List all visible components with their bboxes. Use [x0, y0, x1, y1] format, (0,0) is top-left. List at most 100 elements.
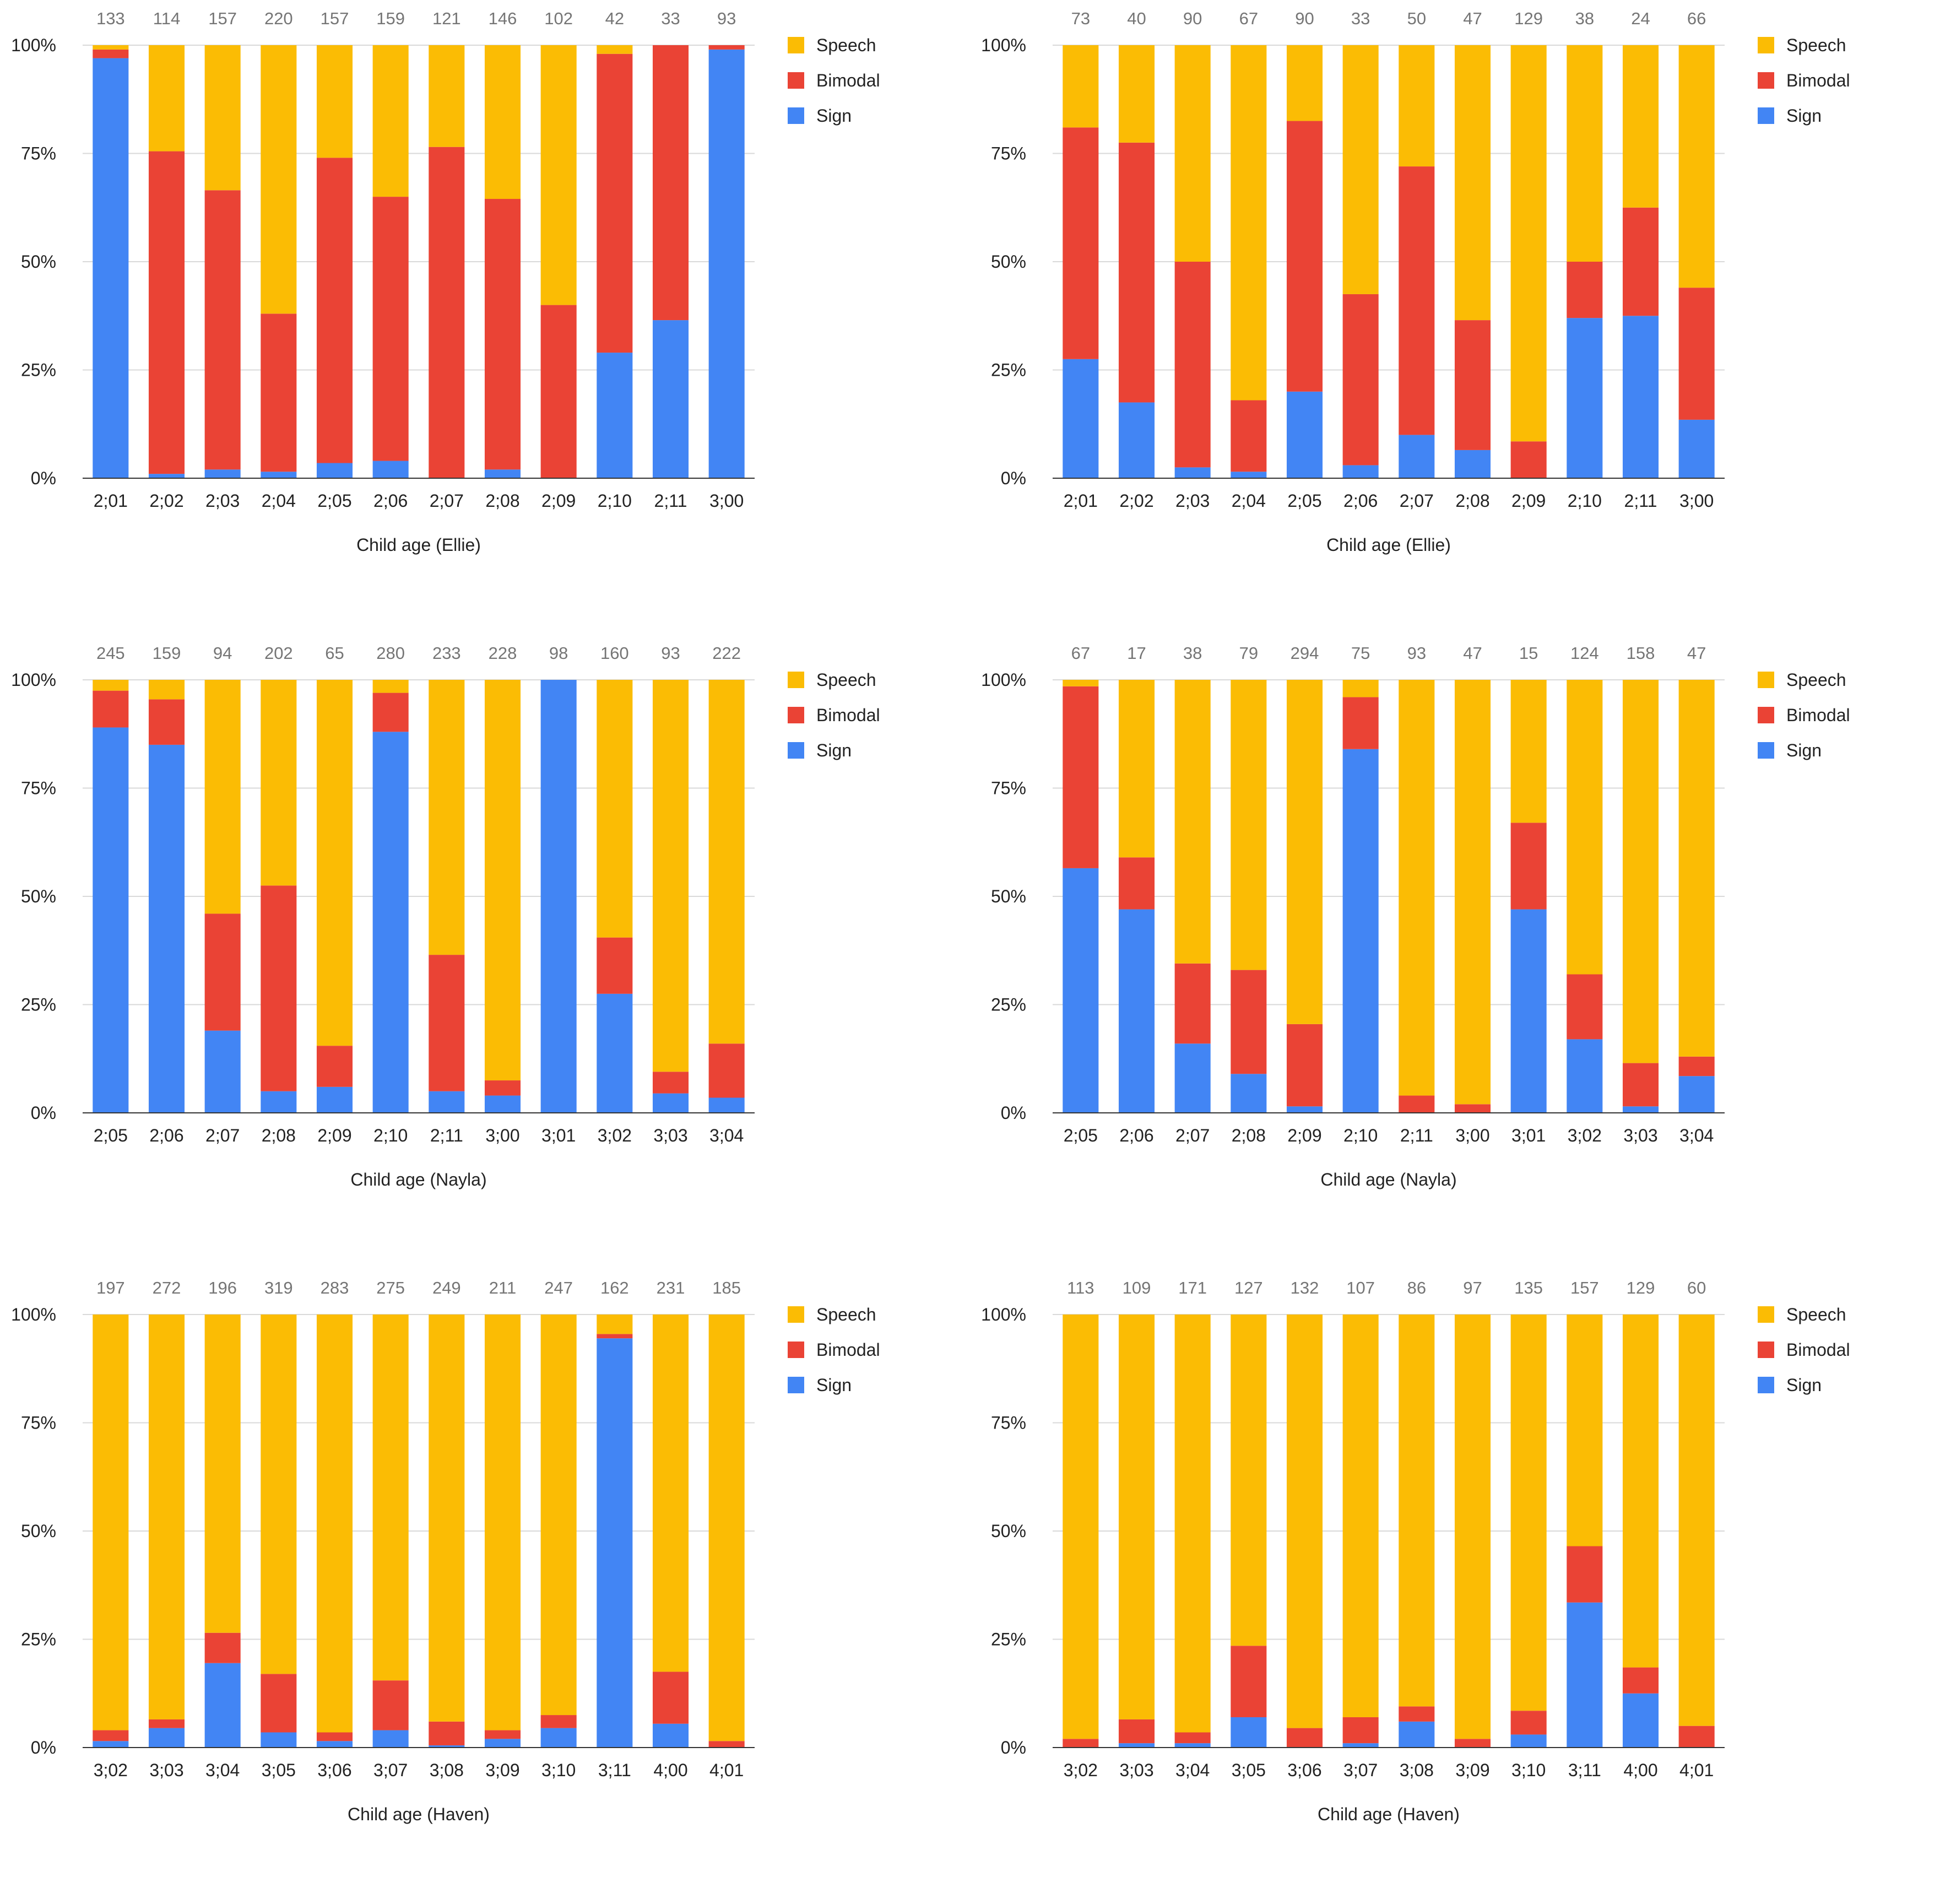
legend-label-sign: Sign: [1786, 740, 1822, 760]
bar-segment-bimodal: [1231, 1646, 1267, 1717]
bar-count-label: 93: [717, 9, 736, 28]
chart-svg: 0% 25% 50% 75% 100% 197 3;02 272 3;03 196 3;04 319 3…: [11, 1278, 880, 1824]
bar-segment-sign: [597, 993, 633, 1113]
x-tick-label: 3;02: [598, 1126, 632, 1145]
bar-count-label: 197: [96, 1278, 125, 1297]
bar-segment-sign: [429, 1091, 465, 1113]
bar-count-label: 157: [208, 9, 237, 28]
bar-count-label: 249: [432, 1278, 461, 1297]
bar-count-label: 15: [1519, 643, 1538, 663]
x-tick-label: 2;06: [149, 1126, 183, 1145]
bar-segment-sign: [148, 744, 185, 1113]
bar-segment-sign: [148, 1728, 185, 1748]
bar-count-label: 79: [1239, 643, 1258, 663]
y-tick-label: 75%: [21, 1413, 56, 1433]
bar-segment-bimodal: [484, 1080, 521, 1096]
bar-segment-bimodal: [652, 45, 689, 321]
bar-segment-bimodal: [708, 1741, 745, 1748]
bar-count-label: 94: [213, 643, 232, 663]
x-tick-label: 3;05: [262, 1760, 296, 1780]
legend-label-sign: Sign: [1786, 106, 1822, 126]
bar-count-label: 98: [549, 643, 568, 663]
y-tick-label: 0%: [1001, 468, 1026, 488]
bar-segment-sign: [484, 1095, 521, 1113]
bar-segment-bimodal: [1454, 1104, 1491, 1113]
bar-segment-speech: [261, 680, 297, 886]
bar-segment-sign: [484, 1739, 521, 1748]
bar-count-label: 47: [1687, 643, 1706, 663]
bar-segment-bimodal: [1678, 1726, 1715, 1748]
bar-segment-sign: [1342, 465, 1379, 478]
y-tick-label: 100%: [11, 670, 56, 690]
bar-count-label: 66: [1687, 9, 1706, 28]
x-tick-label: 3;10: [1511, 1760, 1546, 1780]
bar-segment-bimodal: [1118, 857, 1155, 910]
bar-count-label: 228: [489, 643, 517, 663]
bar-segment-speech: [93, 680, 129, 691]
y-tick-label: 0%: [31, 1103, 56, 1123]
bar-segment-bimodal: [429, 1721, 465, 1746]
bar-segment-bimodal: [1567, 1546, 1603, 1603]
bar-count-label: 196: [208, 1278, 237, 1297]
bar-segment-bimodal: [1454, 320, 1491, 450]
x-tick-label: 3;03: [653, 1126, 687, 1145]
x-tick-label: 3;02: [1064, 1760, 1098, 1780]
bar-segment-bimodal: [1063, 686, 1099, 868]
x-tick-label: 2;02: [149, 491, 183, 511]
legend-swatch-bimodal: [1758, 1342, 1774, 1358]
y-tick-label: 25%: [21, 1630, 56, 1649]
bar-count-label: 171: [1178, 1278, 1207, 1297]
chart-panel-haven-left: 0% 25% 50% 75% 100% 197 3;02 272 3;03 196 3;04 319 3…: [0, 1269, 970, 1904]
bar-segment-bimodal: [1174, 963, 1211, 1044]
bar-segment-sign: [1118, 1743, 1155, 1748]
bar-segment-sign: [1174, 1043, 1211, 1113]
bar-segment-speech: [1399, 680, 1435, 1096]
bar-segment-sign: [1118, 909, 1155, 1113]
bar-segment-speech: [1231, 1315, 1267, 1646]
bar-segment-sign: [1567, 1602, 1603, 1748]
bar-segment-speech: [484, 45, 521, 199]
bar-segment-sign: [1510, 909, 1547, 1113]
bar-segment-speech: [1286, 1315, 1323, 1728]
y-tick-label: 100%: [11, 1305, 56, 1324]
bar-count-label: 220: [264, 9, 293, 28]
legend-swatch-bimodal: [1758, 72, 1774, 89]
bar-segment-sign: [1063, 868, 1099, 1113]
bar-segment-bimodal: [597, 53, 633, 353]
bar-segment-speech: [484, 1315, 521, 1730]
x-tick-label: 2;01: [94, 491, 128, 511]
bar-segment-sign: [204, 1663, 241, 1748]
bar-segment-bimodal: [1063, 1739, 1099, 1748]
x-tick-label: 2;09: [1287, 1126, 1321, 1145]
bar-segment-bimodal: [1342, 1717, 1379, 1744]
bar-count-label: 319: [264, 1278, 293, 1297]
legend-label-speech: Speech: [816, 670, 876, 690]
bar-count-label: 73: [1071, 9, 1090, 28]
y-tick-label: 50%: [991, 886, 1026, 906]
bar-segment-speech: [1174, 680, 1211, 964]
bar-segment-speech: [372, 45, 409, 197]
legend-swatch-speech: [788, 37, 804, 53]
bar-segment-speech: [597, 45, 633, 54]
bar-segment-speech: [429, 1315, 465, 1722]
bar-segment-bimodal: [204, 913, 241, 1031]
x-tick-label: 3;04: [709, 1126, 744, 1145]
bar-count-label: 231: [657, 1278, 685, 1297]
bar-segment-sign: [1118, 402, 1155, 478]
bar-segment-bimodal: [1286, 121, 1323, 392]
bar-segment-speech: [1118, 680, 1155, 858]
x-axis-title: Child age (Ellie): [356, 535, 481, 555]
bar-segment-bimodal: [1567, 974, 1603, 1040]
bar-segment-speech: [1510, 1315, 1547, 1711]
x-tick-label: 2;06: [1343, 491, 1378, 511]
bar-segment-speech: [652, 680, 689, 1072]
bar-count-label: 283: [321, 1278, 349, 1297]
legend-swatch-speech: [788, 1306, 804, 1323]
bar-segment-sign: [204, 469, 241, 478]
x-tick-label: 3;08: [1400, 1760, 1434, 1780]
y-tick-label: 100%: [981, 670, 1026, 690]
bar-count-label: 86: [1407, 1278, 1426, 1297]
bar-count-label: 90: [1183, 9, 1202, 28]
bar-count-label: 50: [1407, 9, 1426, 28]
legend-swatch-speech: [788, 672, 804, 688]
